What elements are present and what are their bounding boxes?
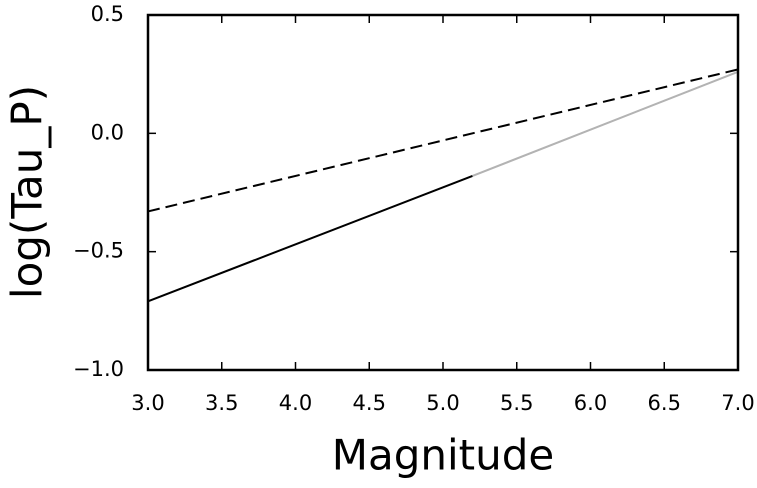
- x-tick-label: 5.5: [500, 391, 533, 415]
- x-tick-label: 3.0: [131, 391, 164, 415]
- data-line: [147, 175, 473, 303]
- y-tick-label: 0.0: [91, 120, 124, 144]
- x-tick-label: 3.5: [205, 391, 238, 415]
- x-tick-label: 4.0: [279, 391, 312, 415]
- y-tick-label: −1.0: [73, 357, 124, 381]
- y-axis-label: log(Tau_P): [3, 85, 52, 299]
- data-line: [147, 68, 739, 213]
- x-tick-label: 6.0: [574, 391, 607, 415]
- plot-frame: [146, 13, 740, 372]
- x-tick-label: 6.5: [648, 391, 681, 415]
- x-tick-label: 7.0: [721, 391, 754, 415]
- x-axis-label: Magnitude: [332, 431, 555, 480]
- y-tick-label: 0.5: [91, 2, 124, 26]
- x-tick-label: 5.0: [426, 391, 459, 415]
- x-tick-label: 4.5: [353, 391, 386, 415]
- data-line: [472, 70, 739, 177]
- y-tick-label: −0.5: [73, 239, 124, 263]
